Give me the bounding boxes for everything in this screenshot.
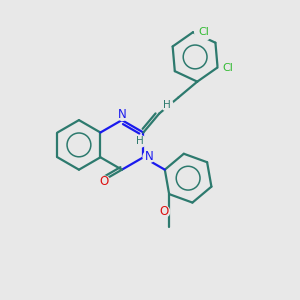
Circle shape: [98, 176, 110, 188]
Text: H: H: [164, 100, 171, 110]
Circle shape: [219, 59, 237, 77]
Text: Cl: Cl: [198, 27, 209, 37]
Text: Cl: Cl: [223, 63, 233, 73]
Text: O: O: [159, 205, 169, 218]
Text: N: N: [118, 108, 127, 121]
Circle shape: [117, 109, 128, 120]
Circle shape: [134, 136, 146, 147]
Text: H: H: [136, 136, 144, 146]
Text: N: N: [145, 150, 153, 163]
Circle shape: [161, 99, 173, 111]
Circle shape: [158, 206, 170, 218]
Text: O: O: [100, 176, 109, 188]
Circle shape: [195, 23, 212, 40]
Circle shape: [143, 151, 155, 163]
